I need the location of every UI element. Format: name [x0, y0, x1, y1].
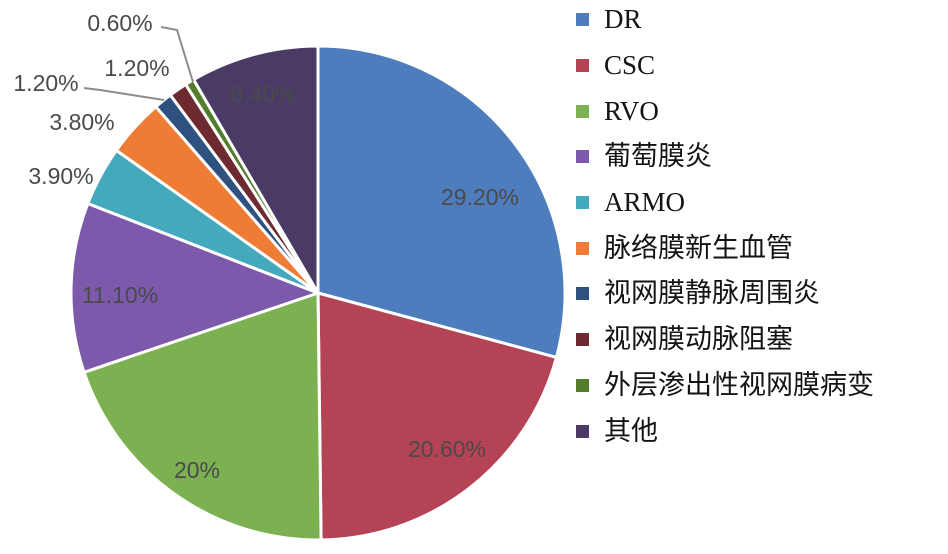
legend-item-8: 外层渗出性视网膜病变 — [576, 363, 874, 409]
legend-label: RVO — [604, 95, 659, 126]
legend-item-0: DR — [576, 0, 874, 43]
pie-slice-2 — [82, 291, 323, 542]
legend-item-3: 葡萄膜炎 — [576, 134, 874, 180]
legend-item-9: 其他 — [576, 408, 874, 454]
pie-slice-1 — [316, 291, 558, 542]
legend-item-1: CSC — [576, 43, 874, 89]
slice-label-8: 0.60% — [87, 10, 152, 36]
legend-item-4: ARMO — [576, 180, 874, 226]
legend-item-6: 视网膜静脉周围炎 — [576, 271, 874, 317]
legend-swatch-icon — [576, 13, 589, 27]
slice-label-1: 20.60% — [408, 436, 486, 462]
leader-line-8 — [160, 26, 194, 83]
legend-item-5: 脉络膜新生血管 — [576, 225, 874, 271]
legend-label: 其他 — [604, 415, 658, 446]
legend: DR CSC RVO 葡萄膜炎 ARMO 脉络膜新生血管 视网膜静脉周围炎 视网膜动脉阻塞外层… — [576, 0, 874, 454]
pie-slice-3 — [69, 202, 320, 374]
slice-label-3: 11.10% — [82, 282, 158, 308]
slice-label-4: 3.90% — [28, 163, 93, 189]
legend-swatch-icon — [576, 241, 589, 255]
pie-slice-0 — [316, 44, 567, 359]
slice-label-2: 20% — [174, 457, 220, 483]
legend-swatch-icon — [576, 287, 589, 301]
slice-label-5: 3.80% — [49, 109, 114, 135]
legend-swatch-icon — [576, 196, 589, 210]
slice-label-9: 8.40% — [230, 81, 295, 107]
legend-swatch-icon — [576, 333, 589, 347]
pie-slice-9 — [192, 44, 320, 295]
legend-item-2: RVO — [576, 88, 874, 134]
slice-label-6: 1.20% — [13, 70, 78, 96]
legend-swatch-icon — [576, 424, 589, 438]
legend-label: CSC — [604, 50, 656, 81]
legend-label: 外层渗出性视网膜病变 — [604, 369, 874, 400]
leader-line-6 — [83, 87, 165, 101]
legend-label: 葡萄膜炎 — [604, 141, 712, 172]
legend-swatch-icon — [576, 378, 589, 392]
legend-label: DR — [604, 4, 642, 35]
legend-item-7: 视网膜动脉阻塞 — [576, 317, 874, 363]
legend-label: 脉络膜新生血管 — [604, 232, 793, 263]
legend-label: 视网膜动脉阻塞 — [604, 324, 793, 355]
legend-swatch-icon — [576, 104, 589, 118]
legend-label: 视网膜静脉周围炎 — [604, 278, 820, 309]
legend-swatch-icon — [576, 150, 589, 164]
slice-label-0: 29.20% — [441, 184, 519, 210]
legend-swatch-icon — [576, 59, 589, 73]
slice-label-7: 1.20% — [104, 55, 169, 81]
legend-label: ARMO — [604, 187, 686, 218]
